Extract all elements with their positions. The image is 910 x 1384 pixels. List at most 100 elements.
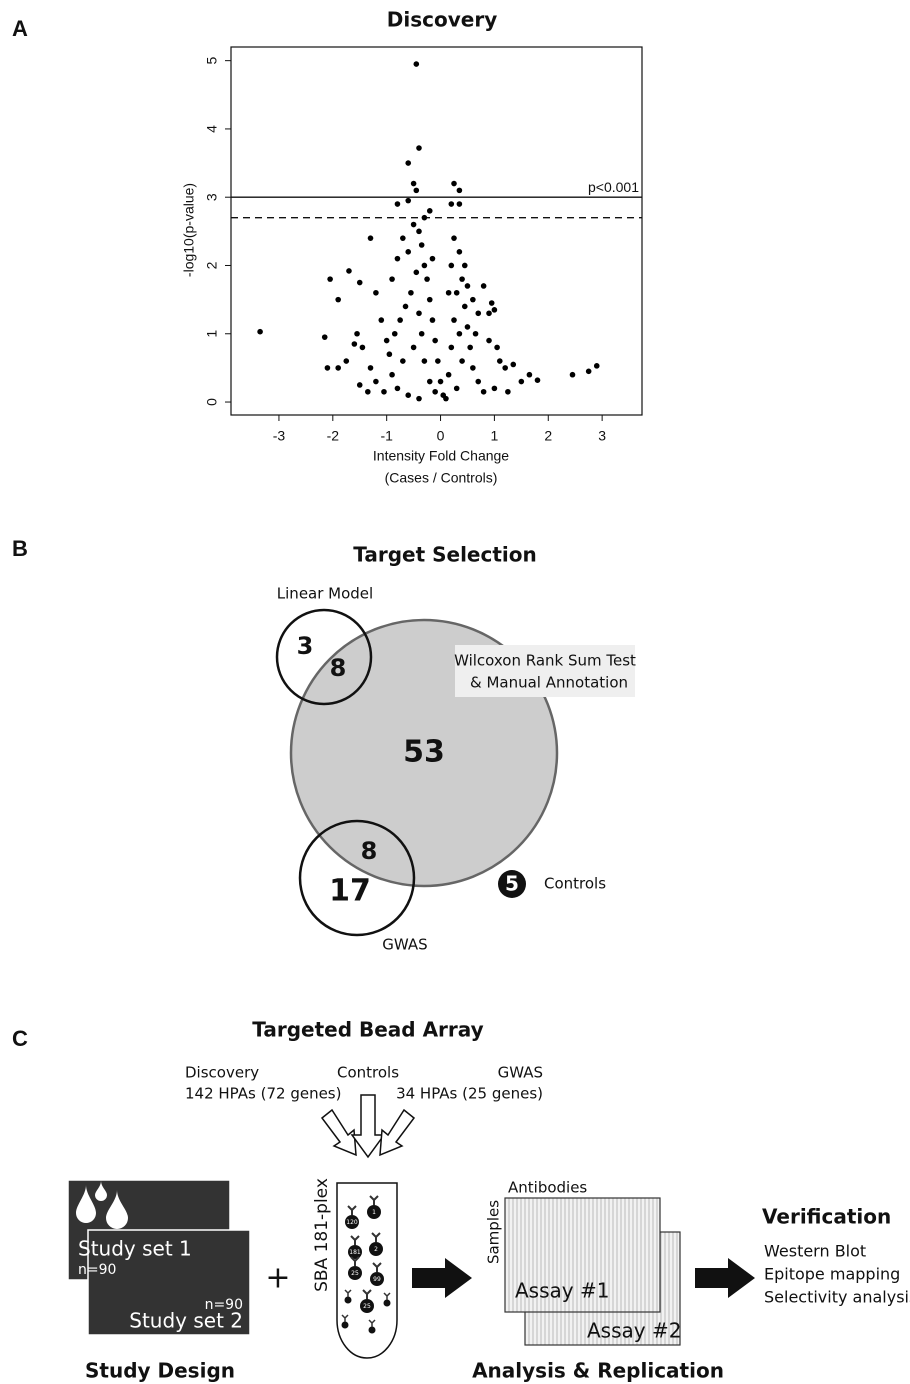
panel-letter: B: [12, 536, 28, 561]
point: [356, 382, 363, 388]
set-label: Linear Model: [277, 585, 373, 603]
beads: 120 1 181 2 25 99 25: [341, 1195, 391, 1334]
y-tick-label: 3: [204, 193, 220, 201]
point: [257, 328, 263, 335]
study-set-card: [87, 1229, 251, 1336]
point: [400, 358, 406, 364]
point: [534, 377, 541, 383]
point: [518, 378, 525, 385]
bead: [370, 1272, 384, 1286]
point: [470, 365, 476, 371]
point: [413, 187, 420, 194]
point: [480, 283, 487, 289]
point: [402, 303, 409, 310]
controls-count: 5: [505, 872, 519, 896]
point: [496, 358, 503, 364]
y-tick-label: 2: [204, 261, 220, 269]
antibody-icon: [371, 1232, 381, 1242]
point: [467, 344, 473, 351]
x-tick-label: 3: [598, 428, 606, 444]
chart-title: Discovery: [387, 8, 497, 32]
y-tick-label: 0: [204, 398, 220, 406]
point: [475, 378, 482, 385]
axis-label: Samples: [485, 1200, 503, 1264]
antibody-icon: [372, 1262, 382, 1272]
tube-label: SBA 181-plex: [312, 1178, 332, 1292]
antibody-icon: [347, 1205, 357, 1215]
x-tick-label: 1: [491, 428, 499, 444]
point: [569, 371, 576, 378]
point: [373, 289, 379, 296]
threshold-label: p<0.001: [588, 179, 639, 195]
study-set-name: Study set 2: [129, 1309, 243, 1333]
source-label: Controls: [337, 1064, 399, 1082]
point: [486, 310, 492, 317]
bead: [341, 1321, 349, 1329]
plot-area: -3 -2 -1 0 1 2 3 0 1 2 3 4 5 p<0.001: [204, 46, 643, 444]
point: [335, 296, 341, 303]
arrow: [379, 1108, 416, 1157]
point: [405, 160, 412, 166]
set-label: GWAS: [382, 936, 427, 954]
point: [505, 388, 511, 395]
point: [386, 351, 393, 358]
bead: [348, 1266, 362, 1280]
point: [359, 344, 366, 351]
point: [475, 310, 482, 317]
point: [413, 61, 420, 67]
point: [456, 330, 463, 337]
point: [421, 214, 428, 221]
point: [394, 201, 401, 207]
point: [389, 276, 395, 282]
point: [426, 296, 433, 303]
source-label: GWAS: [498, 1064, 543, 1082]
point: [510, 361, 517, 368]
antibody-icon: [350, 1235, 360, 1245]
point: [448, 201, 455, 207]
y-tick-label: 5: [204, 57, 220, 65]
point: [491, 385, 498, 392]
region-count: 3: [297, 632, 314, 660]
point: [456, 249, 463, 255]
plus-sign: +: [265, 1261, 290, 1296]
bead: [368, 1326, 376, 1334]
point: [453, 289, 460, 296]
point: [470, 296, 476, 303]
point: [410, 221, 417, 228]
point: [408, 289, 414, 296]
point: [373, 378, 379, 385]
point: [367, 235, 374, 241]
axis-label: Antibodies: [508, 1179, 587, 1197]
arrow: [695, 1258, 755, 1298]
point: [480, 388, 487, 395]
bead-label: 181: [349, 1249, 361, 1256]
point: [472, 330, 479, 337]
verification-item: Western Blot: [764, 1242, 866, 1261]
point: [335, 365, 341, 371]
drop-icon: [76, 1185, 96, 1223]
point: [421, 358, 428, 364]
set-label: & Manual Annotation: [470, 674, 628, 692]
region-count: 53: [403, 735, 445, 770]
point: [432, 337, 438, 344]
point: [443, 395, 449, 402]
antibody-icon: [344, 1289, 352, 1297]
verification-item: Epitope mapping: [764, 1265, 900, 1284]
point: [381, 388, 387, 395]
point: [410, 180, 417, 187]
arrow: [320, 1108, 357, 1157]
point: [445, 289, 452, 296]
bead-label: 25: [351, 1270, 359, 1277]
point: [424, 276, 430, 282]
x-axis-label: (Cases / Controls): [385, 470, 498, 486]
x-tick-label: -1: [380, 428, 393, 444]
point: [426, 208, 433, 214]
point: [405, 197, 412, 204]
region-count: 8: [361, 837, 378, 865]
point: [593, 363, 600, 369]
antibody-icon: [368, 1319, 376, 1327]
bead-label: 1: [372, 1209, 376, 1216]
x-axis-label: Intensity Fold Change: [373, 448, 509, 464]
tube: [336, 1182, 398, 1359]
bead: [360, 1299, 374, 1313]
